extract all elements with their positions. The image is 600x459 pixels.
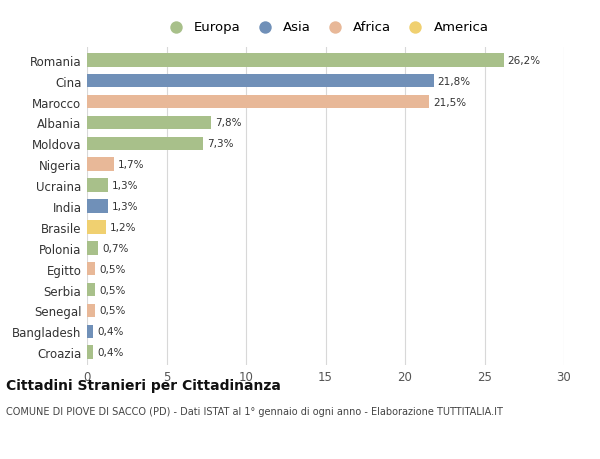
Text: 1,7%: 1,7% — [118, 160, 145, 170]
Bar — [87, 221, 106, 234]
Text: 7,8%: 7,8% — [215, 118, 241, 128]
Bar — [87, 283, 95, 297]
Text: 0,5%: 0,5% — [99, 306, 125, 316]
Text: COMUNE DI PIOVE DI SACCO (PD) - Dati ISTAT al 1° gennaio di ogni anno - Elaboraz: COMUNE DI PIOVE DI SACCO (PD) - Dati IST… — [6, 406, 503, 416]
Text: 1,3%: 1,3% — [112, 181, 138, 190]
Legend: Europa, Asia, Africa, America: Europa, Asia, Africa, America — [160, 18, 491, 37]
Text: 0,5%: 0,5% — [99, 264, 125, 274]
Text: 7,3%: 7,3% — [207, 139, 233, 149]
Text: 1,2%: 1,2% — [110, 223, 137, 232]
Bar — [87, 75, 434, 88]
Bar — [87, 95, 429, 109]
Text: 26,2%: 26,2% — [508, 56, 541, 66]
Bar — [87, 179, 107, 192]
Bar — [87, 200, 107, 213]
Text: 0,5%: 0,5% — [99, 285, 125, 295]
Bar — [87, 241, 98, 255]
Bar — [87, 325, 94, 338]
Bar — [87, 137, 203, 151]
Text: Cittadini Stranieri per Cittadinanza: Cittadini Stranieri per Cittadinanza — [6, 379, 281, 392]
Bar — [87, 117, 211, 130]
Bar — [87, 304, 95, 318]
Text: 0,4%: 0,4% — [97, 347, 124, 358]
Text: 0,7%: 0,7% — [102, 243, 128, 253]
Text: 21,5%: 21,5% — [433, 97, 466, 107]
Bar — [87, 158, 114, 172]
Bar — [87, 346, 94, 359]
Bar — [87, 54, 503, 67]
Text: 21,8%: 21,8% — [437, 77, 471, 87]
Text: 0,4%: 0,4% — [97, 326, 124, 336]
Text: 1,3%: 1,3% — [112, 202, 138, 212]
Bar — [87, 262, 95, 276]
